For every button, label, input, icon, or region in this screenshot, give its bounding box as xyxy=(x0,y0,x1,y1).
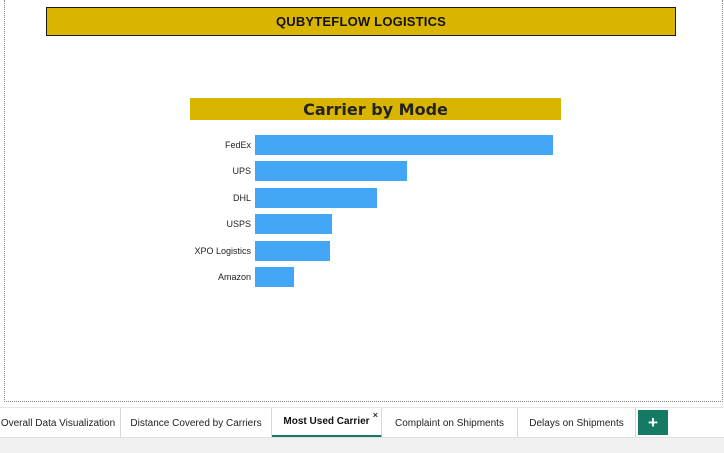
page-tab-bar: Overall Data Visualization Distance Cove… xyxy=(0,407,724,438)
tab-distance-covered-by-carriers[interactable]: Distance Covered by Carriers xyxy=(121,408,272,438)
report-title: QUBYTEFLOW LOGISTICS xyxy=(46,7,676,36)
tab-delays-on-shipments[interactable]: Delays on Shipments xyxy=(518,408,636,438)
tab-overall-data-visualization[interactable]: Overall Data Visualization xyxy=(0,408,121,438)
bar-xpo-logistics[interactable] xyxy=(255,240,330,261)
tab-label: Delays on Shipments xyxy=(529,417,624,429)
bar-label-fedex: FedEx xyxy=(224,140,251,150)
carrier-bar-chart[interactable]: FedEx UPS DHL USPS XPO Logistics Amazon xyxy=(151,128,571,298)
tab-most-used-carrier[interactable]: Most Used Carrier × xyxy=(272,408,382,438)
report-canvas: QUBYTEFLOW LOGISTICS Carrier by Mode Fed… xyxy=(4,0,723,402)
bar-label-ups: UPS xyxy=(232,166,251,177)
bar-amazon[interactable] xyxy=(255,267,294,287)
close-icon[interactable]: × xyxy=(372,410,378,420)
tab-label: Complaint on Shipments xyxy=(395,417,504,429)
bar-label-amazon: Amazon xyxy=(217,272,251,282)
bar-usps[interactable] xyxy=(255,214,333,235)
add-page-button[interactable]: + xyxy=(638,410,668,435)
tab-label: Distance Covered by Carriers xyxy=(130,417,262,429)
tab-label: Overall Data Visualization xyxy=(0,417,116,429)
chart-title: Carrier by Mode xyxy=(190,98,561,120)
status-strip xyxy=(0,437,724,453)
bar-label-xpo-logistics: XPO Logistics xyxy=(194,245,251,256)
bar-ups[interactable] xyxy=(255,161,407,182)
bar-dhl[interactable] xyxy=(255,187,378,208)
bar-label-usps: USPS xyxy=(226,219,251,230)
bar-fedex[interactable] xyxy=(255,135,553,155)
tab-complaint-on-shipments[interactable]: Complaint on Shipments xyxy=(382,408,518,438)
bar-label-dhl: DHL xyxy=(232,192,251,203)
tab-label: Most Used Carrier xyxy=(283,416,370,427)
